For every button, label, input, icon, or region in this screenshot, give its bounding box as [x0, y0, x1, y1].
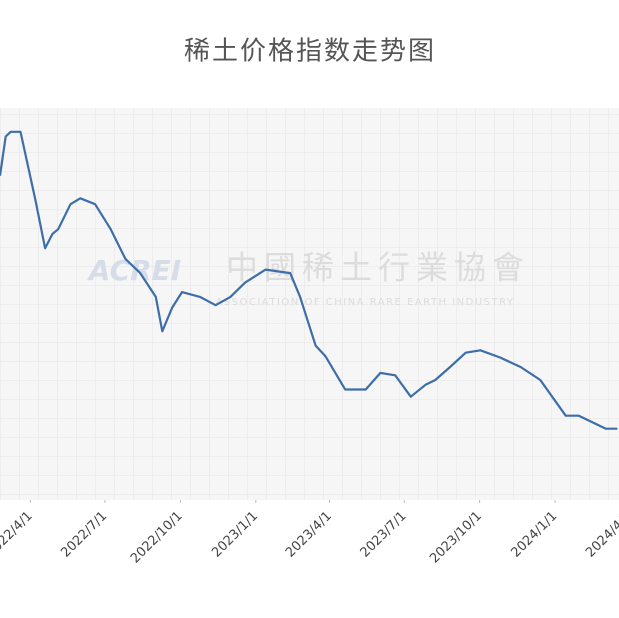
x-tick-label: 2023/7/1: [358, 509, 410, 561]
plot-grid: [0, 108, 619, 500]
x-tick-label: 2024/1/1: [508, 509, 560, 561]
x-tick-label: 2022/4/1: [0, 509, 36, 561]
watermark-subtitle: ASSOCIATION OF CHINA RARE EARTH INDUSTRY: [215, 297, 514, 308]
x-tick-label: 2024/4/1: [583, 509, 619, 561]
x-tick-label: 2023/1/1: [209, 509, 261, 561]
x-tick-label: 2022/7/1: [58, 509, 110, 561]
x-tick-label: 2023/4/1: [283, 509, 335, 561]
line-series: [0, 130, 618, 430]
x-tick-label: 2022/10/1: [128, 509, 186, 567]
chart-title: 稀土价格指数走势图: [184, 37, 436, 67]
watermark-name: 中國稀土行業協會: [226, 249, 530, 287]
x-tick-label: 2023/10/1: [427, 509, 485, 567]
watermark-logo: ACREI: [87, 254, 181, 287]
